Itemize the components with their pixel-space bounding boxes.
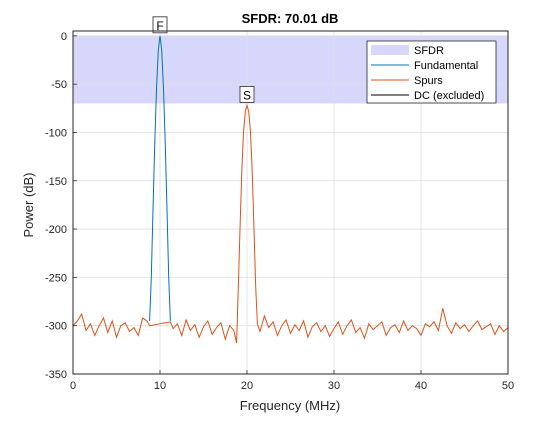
legend-label-sfdr: SFDR	[414, 45, 444, 57]
y-tick-label: -250	[45, 272, 67, 284]
x-tick-label: 40	[415, 380, 427, 392]
peak-marker-label-s: S	[243, 88, 251, 102]
legend: SFDR Fundamental Spurs DC (excluded)	[366, 40, 497, 104]
chart-title: SFDR: 70.01 dB	[242, 11, 339, 26]
y-tick-label: 0	[61, 31, 67, 43]
x-tick-label: 0	[70, 380, 76, 392]
x-axis-label: Frequency (MHz)	[240, 398, 340, 413]
y-tick-label: -350	[45, 369, 67, 381]
legend-label-spurs: Spurs	[414, 75, 443, 87]
series-layer	[72, 35, 509, 344]
peak-marker-box-s	[239, 85, 255, 103]
peak-marker-label-f: F	[156, 19, 163, 33]
tick-layer: 0 10 20 30 40 50 0 -50 -100 -150 -200 -250 -300 -350	[45, 31, 514, 392]
legend-label-fundamental: Fundamental	[414, 60, 478, 72]
series-line-fundamental	[149, 35, 171, 321]
y-axis-label: Power (dB)	[21, 172, 36, 237]
y-tick-label: -200	[45, 224, 67, 236]
legend-swatch-sfdr	[371, 45, 409, 55]
x-tick-label: 20	[241, 380, 253, 392]
y-tick-label: -300	[45, 321, 67, 333]
legend-label-dc: DC (excluded)	[414, 90, 484, 102]
y-tick-label: -150	[45, 176, 67, 188]
x-tick-label: 30	[328, 380, 340, 392]
x-tick-label: 10	[154, 380, 166, 392]
x-tick-label: 50	[502, 380, 514, 392]
y-tick-label: -50	[51, 79, 67, 91]
y-tick-label: -100	[45, 127, 67, 139]
series-line-spurs	[72, 103, 509, 344]
marker-layer: FS	[152, 16, 255, 103]
peak-marker-box-f	[152, 16, 168, 34]
axes-frame	[72, 30, 509, 375]
